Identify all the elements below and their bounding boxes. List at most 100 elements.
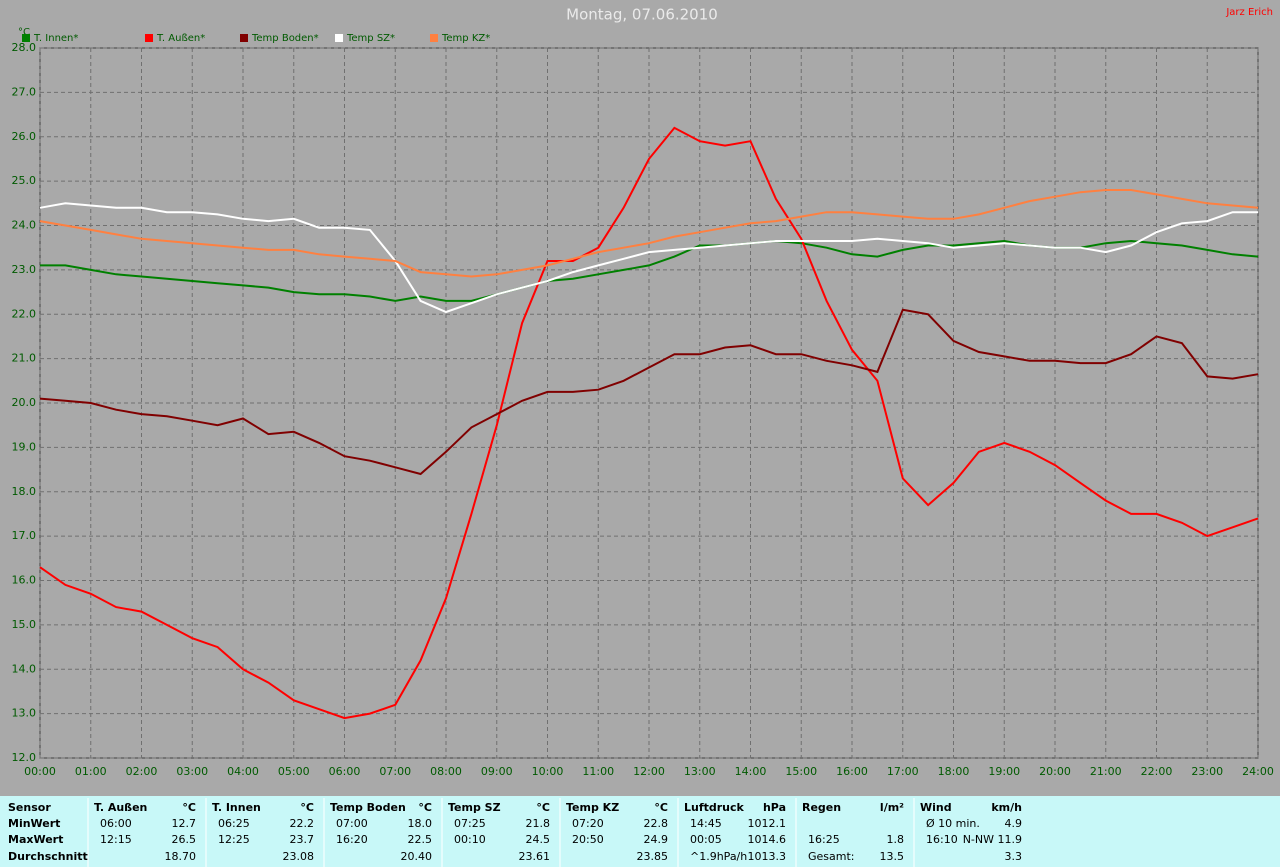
column-header: Wind [920, 801, 952, 814]
y-tick-label: 15.0 [12, 618, 37, 631]
column-header: Temp KZ [566, 801, 619, 814]
table-cell: 21.8 [526, 817, 551, 830]
legend-swatch [335, 34, 343, 42]
x-tick-label: 13:00 [684, 765, 716, 778]
legend-swatch [430, 34, 438, 42]
x-tick-label: 05:00 [278, 765, 310, 778]
y-tick-label: 27.0 [12, 85, 37, 98]
table-cell: 23.61 [519, 850, 551, 863]
row-label: MaxWert [8, 833, 63, 846]
y-tick-label: 12.0 [12, 751, 37, 764]
table-cell: 3.3 [1005, 850, 1023, 863]
table-cell: 1.8 [887, 833, 905, 846]
column-unit: °C [182, 801, 196, 814]
table-cell: 06:00 [100, 817, 132, 830]
legend-label: Temp Boden* [251, 33, 319, 44]
table-cell: 16:20 [336, 833, 368, 846]
y-tick-label: 18.0 [12, 485, 37, 498]
x-tick-label: 12:00 [633, 765, 665, 778]
column-header: T. Außen [94, 801, 147, 814]
x-tick-label: 21:00 [1090, 765, 1122, 778]
table-cell: Gesamt: [808, 850, 855, 863]
table-cell: 18.70 [165, 850, 197, 863]
table-cell: 07:25 [454, 817, 486, 830]
x-tick-label: 00:00 [24, 765, 56, 778]
legend-swatch [240, 34, 248, 42]
table-cell: Ø 10 min. [926, 817, 980, 830]
row-label: Durchschnitt [8, 850, 88, 863]
table-cell: 1012.1 [748, 817, 787, 830]
table-cell: 06:25 [218, 817, 250, 830]
column-unit: km/h [991, 801, 1022, 814]
table-cell: 20.40 [401, 850, 433, 863]
y-tick-label: 16.0 [12, 574, 37, 587]
x-tick-label: 11:00 [582, 765, 614, 778]
table-cell: 24.9 [644, 833, 669, 846]
y-tick-label: 26.0 [12, 130, 37, 143]
y-unit: °C [18, 27, 30, 38]
table-cell: 26.5 [172, 833, 197, 846]
table-cell: 12:15 [100, 833, 132, 846]
y-tick-label: 25.0 [12, 174, 37, 187]
y-tick-label: 24.0 [12, 219, 37, 232]
x-tick-label: 18:00 [938, 765, 970, 778]
x-tick-label: 24:00 [1242, 765, 1274, 778]
column-header: Temp SZ [448, 801, 501, 814]
stats-table [0, 796, 1280, 867]
x-tick-label: 02:00 [126, 765, 158, 778]
table-cell: 22.5 [408, 833, 433, 846]
y-tick-label: 22.0 [12, 307, 37, 320]
line [39, 308, 1259, 476]
y-tick-label: 28.0 [12, 41, 37, 54]
row-label: Sensor [8, 801, 51, 814]
column-header: Temp Boden [330, 801, 406, 814]
column-header: Luftdruck [684, 801, 745, 814]
table-cell: 23.08 [283, 850, 315, 863]
table-cell: 22.2 [290, 817, 315, 830]
column-unit: °C [654, 801, 668, 814]
x-tick-label: 08:00 [430, 765, 462, 778]
table-cell: 00:10 [454, 833, 486, 846]
table-cell: 4.9 [1005, 817, 1023, 830]
table-cell: 12:25 [218, 833, 250, 846]
column-header: T. Innen [212, 801, 261, 814]
legend-label: T. Innen* [33, 33, 78, 44]
table-cell: 13.5 [880, 850, 905, 863]
legend-label: Temp SZ* [346, 33, 395, 44]
legend-label: T. Außen* [156, 33, 205, 44]
table-cell: 14:45 [690, 817, 722, 830]
x-tick-label: 07:00 [379, 765, 411, 778]
x-tick-label: 01:00 [75, 765, 107, 778]
table-cell: 23.85 [637, 850, 669, 863]
table-cell: 24.5 [526, 833, 551, 846]
y-tick-label: 17.0 [12, 529, 37, 542]
x-tick-label: 09:00 [481, 765, 513, 778]
table-cell: 12.7 [172, 817, 197, 830]
table-cell: 16:25 [808, 833, 840, 846]
x-tick-label: 23:00 [1191, 765, 1223, 778]
column-unit: l/m² [880, 801, 904, 814]
column-unit: °C [300, 801, 314, 814]
table-cell: 00:05 [690, 833, 722, 846]
column-unit: °C [536, 801, 550, 814]
row-label: MinWert [8, 817, 60, 830]
x-tick-label: 04:00 [227, 765, 259, 778]
column-unit: hPa [763, 801, 786, 814]
x-tick-label: 17:00 [887, 765, 919, 778]
y-tick-label: 13.0 [12, 707, 37, 720]
table-cell: N-NW 11.9 [963, 833, 1022, 846]
table-cell: 07:20 [572, 817, 604, 830]
table-cell: 20:50 [572, 833, 604, 846]
table-cell: 1014.6 [748, 833, 787, 846]
x-tick-label: 22:00 [1141, 765, 1173, 778]
y-tick-label: 20.0 [12, 396, 37, 409]
table-cell: 07:00 [336, 817, 368, 830]
x-tick-label: 19:00 [988, 765, 1020, 778]
legend-swatch [145, 34, 153, 42]
y-tick-label: 23.0 [12, 263, 37, 276]
table-cell: ^1.9hPa/h [690, 850, 747, 863]
y-tick-label: 14.0 [12, 662, 37, 675]
table-cell: 1013.3 [748, 850, 787, 863]
